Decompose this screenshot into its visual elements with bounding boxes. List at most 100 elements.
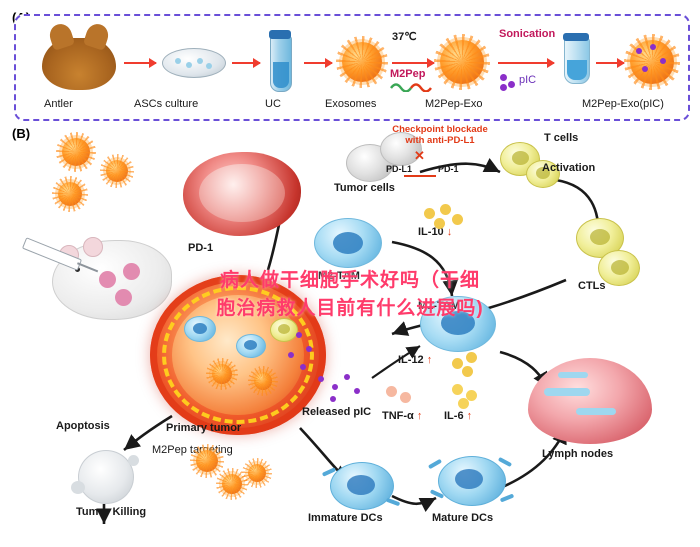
m2-tam-cell xyxy=(314,218,382,268)
lymph-vessel xyxy=(544,388,590,396)
metastatic-tumor-illustration xyxy=(183,152,301,236)
pic-cargo-dot xyxy=(300,364,306,370)
il-12-text: IL-12 xyxy=(398,354,424,366)
label-pd-l1: PD-L1 xyxy=(386,164,413,174)
sonication-tube-liquid xyxy=(567,60,587,80)
label-m2pep-exo-pic: M2Pep-Exo(pIC) xyxy=(582,98,664,110)
panel-a: Antler ASCs culture UC Exosomes 37℃ M2Pe… xyxy=(14,14,690,121)
pic-cargo-dot xyxy=(642,66,648,72)
immature-dc-cell xyxy=(330,462,394,510)
label-lymph-nodes: Lymph nodes xyxy=(542,448,614,460)
label-sonication: Sonication xyxy=(499,28,556,40)
cytokine-dot xyxy=(452,214,463,225)
mouse-ear xyxy=(83,237,103,257)
m2pep-exo-pic-particle xyxy=(624,34,680,90)
label-tumor-cells: Tumor cells xyxy=(334,182,395,194)
cytokine-dot xyxy=(424,208,435,219)
mature-dc-cell xyxy=(438,456,506,506)
panel-b: PD-1 Primary tumor M2Pep targeting Tumor… xyxy=(0,120,700,547)
primary-tumor-rim xyxy=(150,275,326,435)
exosome-particle xyxy=(242,458,272,488)
released-pic-dot xyxy=(354,388,360,394)
released-pic-dot xyxy=(344,374,350,380)
tube-liquid xyxy=(273,62,289,88)
label-pic: pIC xyxy=(519,74,537,86)
cytokine-dot xyxy=(434,218,445,229)
checkpoint-blockade-line1: Checkpoint blockade xyxy=(392,124,488,135)
tnf-alpha-text: TNF-α xyxy=(382,410,414,422)
label-t-cells: T cells xyxy=(544,132,579,144)
lymph-vessel xyxy=(576,408,616,415)
label-m2pep-exo: M2Pep-Exo xyxy=(425,98,483,110)
exosome-particle xyxy=(248,366,278,396)
il-10-arrow: ↓ xyxy=(446,226,453,238)
arrow-a-4 xyxy=(392,58,435,68)
lymph-node-illustration xyxy=(528,358,652,444)
cytokine-dot xyxy=(466,352,477,363)
asc-culture-dish xyxy=(162,48,226,78)
mouse-tumor-spot xyxy=(115,289,132,306)
pic-dot xyxy=(500,84,507,91)
exosome-particle xyxy=(100,154,134,188)
label-m1-tam: M1-TAM xyxy=(418,300,460,312)
dish-cells xyxy=(175,58,213,69)
checkpoint-blockade-line2: with anti-PD-L1 xyxy=(405,135,475,146)
cytokine-dot xyxy=(386,386,397,397)
t-cell xyxy=(500,142,540,176)
label-temperature: 37℃ xyxy=(392,31,417,43)
dc-nucleus xyxy=(347,475,375,495)
t-cell xyxy=(526,160,560,188)
tumor-infiltrating-cell xyxy=(184,316,216,342)
pic-cargo-dot xyxy=(296,332,302,338)
uc-tube xyxy=(269,30,292,92)
label-uc: UC xyxy=(265,98,281,110)
exosome-particle xyxy=(190,444,224,478)
blockade-x-icon: ✕ xyxy=(414,148,425,163)
label-tnf-alpha: TNF-α ↑ xyxy=(382,410,422,422)
cytokine-dot xyxy=(440,204,451,215)
mouse-tumor-spot xyxy=(99,271,116,288)
label-released-pic: Released pIC xyxy=(302,406,372,418)
arrow-a-1 xyxy=(124,58,157,68)
label-mature-dcs: Mature DCs xyxy=(432,512,494,524)
tumor-t-cell xyxy=(270,318,298,342)
pic-dot xyxy=(508,81,515,88)
sonication-tube-cap xyxy=(563,33,589,41)
label-exosomes: Exosomes xyxy=(325,98,377,110)
cytokine-dot xyxy=(466,390,477,401)
il-6-text: IL-6 xyxy=(444,410,464,422)
exosome-particle xyxy=(216,468,248,500)
arrow-a-6 xyxy=(596,58,625,68)
exosome-particle xyxy=(56,132,96,172)
released-pic-dot xyxy=(332,384,338,390)
exosome-particle xyxy=(52,176,88,212)
exosome-particle xyxy=(336,36,388,88)
label-immature-dcs: Immature DCs xyxy=(308,512,383,524)
cytokine-dot xyxy=(400,392,411,403)
label-checkpoint-blockade: Checkpoint blockade with anti-PD-L1 xyxy=(374,124,506,146)
ctl-cell xyxy=(598,250,640,286)
arrow-a-3 xyxy=(304,58,333,68)
label-m2pep: M2Pep xyxy=(390,68,426,80)
label-il-10: IL-10 ↓ xyxy=(418,226,452,238)
tube-cap xyxy=(269,30,291,39)
m2pep-strand-icon xyxy=(390,80,432,92)
panel-b-tag: (B) xyxy=(12,126,31,141)
label-il-12: IL-12 ↑ xyxy=(398,354,432,366)
label-metastatic-tumor: PD-1 xyxy=(188,242,214,254)
label-tumor-killing: Tumor Killing xyxy=(76,506,147,518)
released-pic-dot xyxy=(318,376,324,382)
pic-cargo-dot xyxy=(288,352,294,358)
tumor-cell xyxy=(380,132,422,166)
il-6-arrow: ↑ xyxy=(466,410,473,422)
pic-dot xyxy=(500,74,507,81)
label-ctls: CTLs xyxy=(578,280,606,292)
tnf-arrow: ↑ xyxy=(416,410,423,422)
arrow-a-2 xyxy=(232,58,261,68)
label-il-6: IL-6 ↑ xyxy=(444,410,472,422)
pic-cargo-dot xyxy=(306,346,312,352)
arrow-a-5 xyxy=(498,58,555,68)
released-pic-dot xyxy=(330,396,336,402)
primary-tumor-dashed-ring xyxy=(162,286,314,424)
